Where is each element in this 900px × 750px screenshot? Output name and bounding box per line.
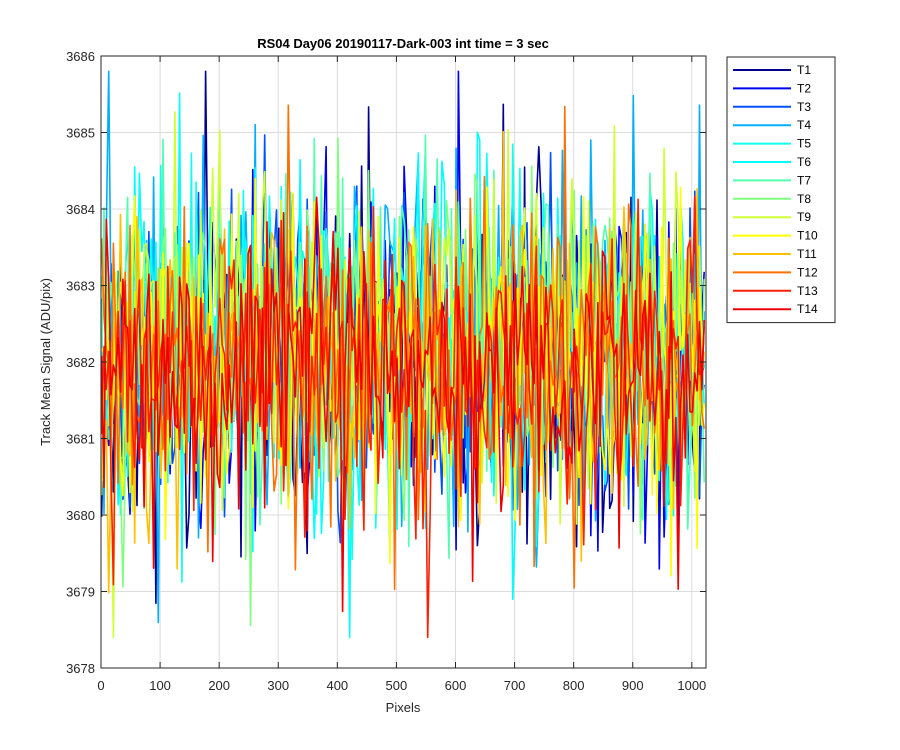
x-tick-label: 400 xyxy=(326,678,348,693)
series-layer xyxy=(100,70,705,639)
legend-label: T7 xyxy=(797,173,811,187)
legend-label: T10 xyxy=(797,229,818,243)
legend-label: T5 xyxy=(797,137,811,151)
legend-box xyxy=(726,56,836,324)
x-tick-label: 500 xyxy=(386,678,408,693)
y-tick-label: 3685 xyxy=(66,126,95,141)
x-tick-label: 800 xyxy=(563,678,585,693)
series-line-t14 xyxy=(100,196,705,613)
legend-label: T2 xyxy=(797,81,811,95)
chart-title: RS04 Day06 20190117-Dark-003 int time = … xyxy=(257,36,549,51)
y-tick-label: 3681 xyxy=(66,432,95,447)
y-axis-label: Track Mean Signal (ADU/pix) xyxy=(38,278,53,446)
y-tick-label: 3679 xyxy=(66,585,95,600)
legend-label: T9 xyxy=(797,210,811,224)
y-tick-label: 3683 xyxy=(66,279,95,294)
x-tick-label: 1000 xyxy=(677,678,706,693)
legend-label: T11 xyxy=(797,247,817,261)
x-tick-label: 0 xyxy=(97,678,104,693)
x-tick-label: 100 xyxy=(149,678,171,693)
legend-label: T3 xyxy=(797,100,811,114)
legend-label: T8 xyxy=(797,192,811,206)
x-tick-label: 700 xyxy=(504,678,526,693)
legend-label: T6 xyxy=(797,155,811,169)
series-line-t13 xyxy=(100,195,705,639)
legend-label: T12 xyxy=(797,265,818,279)
ticks: 0 100 200 300 400 500 600 700 800 900 1000 3678 3679… xyxy=(66,49,706,693)
x-tick-label: 300 xyxy=(267,678,289,693)
y-tick-label: 3682 xyxy=(66,355,95,370)
legend-label: T1 xyxy=(797,63,811,77)
legend-label: T14 xyxy=(797,302,818,316)
y-tick-label: 3684 xyxy=(66,202,95,217)
x-tick-label: 900 xyxy=(622,678,644,693)
x-tick-label: 600 xyxy=(445,678,467,693)
legend-label: T4 xyxy=(797,118,811,132)
y-tick-label: 3678 xyxy=(66,661,95,676)
y-tick-label: 3686 xyxy=(66,49,95,64)
x-axis-label: Pixels xyxy=(386,700,421,715)
x-tick-label: 200 xyxy=(208,678,230,693)
y-tick-label: 3680 xyxy=(66,508,95,523)
legend-label: T13 xyxy=(797,284,818,298)
legend: T1 T2 T3 T4 T5 T6 T7 T8 T9 T10 T11 T12 T13 T14 xyxy=(726,56,836,324)
